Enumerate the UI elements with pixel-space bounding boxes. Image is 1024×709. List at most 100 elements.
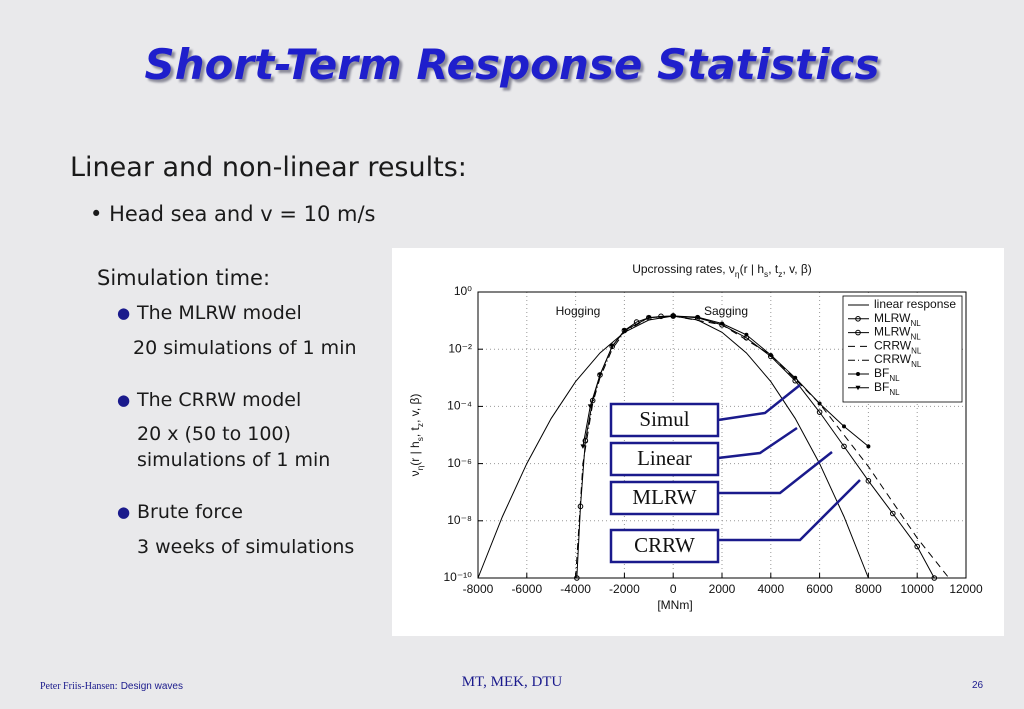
marker xyxy=(670,313,676,319)
text-part: (r | h xyxy=(740,262,764,276)
text-part: η xyxy=(735,269,740,279)
page-number: 26 xyxy=(972,680,984,691)
y-tick-label: 10⁻⁴ xyxy=(447,399,472,413)
item-label: Brute force xyxy=(137,501,243,523)
x-tick-label: 4000 xyxy=(757,582,784,596)
legend-name: MLRW xyxy=(874,311,911,325)
legend-label: BFNL xyxy=(874,380,900,396)
marker xyxy=(720,321,724,326)
sim-heading: Simulation time: xyxy=(97,266,271,290)
footer-author-line: Peter Friis-Hansen: Design waves xyxy=(40,681,183,692)
marker xyxy=(841,443,847,450)
y-tick-label: 10⁻⁸ xyxy=(447,513,472,527)
marker xyxy=(890,510,896,517)
marker xyxy=(866,444,871,449)
y-tick-label: 10⁻¹⁰ xyxy=(444,570,473,584)
text-part: s xyxy=(764,269,768,279)
footer-author: Peter Friis-Hansen: xyxy=(40,681,118,692)
text-part: s xyxy=(415,437,425,441)
item-label: The MLRW model xyxy=(137,302,302,324)
text-part: (r | h xyxy=(408,441,422,465)
legend-label: CRRWNL xyxy=(874,352,922,368)
item-bullet: ● xyxy=(117,304,131,322)
marker xyxy=(587,404,593,409)
marker xyxy=(931,575,938,581)
legend-label: MLRWNL xyxy=(874,325,921,341)
legend-label: CRRWNL xyxy=(874,339,922,355)
marker xyxy=(793,375,798,380)
callout-box xyxy=(609,402,720,438)
x-tick-label: -4000 xyxy=(560,582,591,596)
callout-label: MLRW xyxy=(632,485,696,509)
text-part: , v, β) xyxy=(782,262,811,276)
bullet-dot: • xyxy=(90,202,110,226)
marker xyxy=(914,543,921,550)
bullet-text: Head sea and v = 10 m/s xyxy=(109,202,376,226)
bullet-line: • Head sea and v = 10 m/s xyxy=(90,202,375,226)
callout-label: Linear xyxy=(637,446,692,470)
marker xyxy=(856,372,860,376)
footer-topic: Design waves xyxy=(120,681,183,692)
legend-name: MLRW xyxy=(874,325,911,339)
slide-title: Short-Term Response Statistics xyxy=(144,40,880,89)
y-tick-label: 10⁻⁶ xyxy=(447,456,472,470)
x-tick-label: 10000 xyxy=(901,582,935,596)
legend-sub: NL xyxy=(911,360,922,369)
marker xyxy=(817,401,822,406)
annotation: Hogging xyxy=(556,304,601,318)
heading: Linear and non-linear results: xyxy=(70,152,467,183)
text-part: z xyxy=(778,269,782,279)
legend-sub: NL xyxy=(889,387,900,396)
y-tick-label: 10⁰ xyxy=(454,284,472,298)
callout-label: Simul xyxy=(639,407,689,431)
legend-sub: NL xyxy=(889,374,900,383)
item-bullet: ● xyxy=(117,503,131,521)
x-tick-label: 2000 xyxy=(709,582,736,596)
marker xyxy=(609,344,615,349)
legend-name: BF xyxy=(874,366,889,380)
item-label: The CRRW model xyxy=(137,389,302,411)
item-bullet: ● xyxy=(117,391,131,409)
legend-name: CRRW xyxy=(874,339,912,353)
legend-box xyxy=(842,295,963,403)
legend-label: MLRWNL xyxy=(874,311,921,327)
callout-box xyxy=(609,528,720,564)
x-tick-label: -2000 xyxy=(609,582,640,596)
marker xyxy=(744,332,749,337)
marker xyxy=(816,409,823,415)
marker xyxy=(582,437,589,444)
item-detail: 20 x (50 to 100) xyxy=(137,423,291,445)
marker xyxy=(580,444,586,449)
callout-line xyxy=(717,426,798,460)
marker xyxy=(842,424,846,429)
callout-box xyxy=(609,441,720,477)
x-tick-label: 8000 xyxy=(855,582,882,596)
legend-name: CRRW xyxy=(874,352,912,366)
marker xyxy=(855,385,861,391)
legend-label: linear response xyxy=(874,297,956,311)
text-part: Upcrossing rates, ν xyxy=(632,262,735,276)
chart-panel: -8000 -6000 -4000 -2000 0 2000 4000 6000 8000 100… xyxy=(392,248,1004,636)
text-part: η xyxy=(415,465,425,470)
marker xyxy=(597,372,603,378)
text-part: z xyxy=(415,423,425,427)
item-detail: simulations of 1 min xyxy=(137,449,331,471)
x-tick-label: 6000 xyxy=(806,582,833,596)
x-tick-label: -6000 xyxy=(511,582,542,596)
callout-line xyxy=(717,384,801,422)
annotation: Sagging xyxy=(704,304,748,318)
x-tick-label: -8000 xyxy=(463,582,494,596)
item-detail: 20 simulations of 1 min xyxy=(133,337,357,359)
legend-sub: NL xyxy=(911,346,922,355)
marker xyxy=(574,575,580,581)
series-line xyxy=(673,315,935,579)
legend-sub: NL xyxy=(910,332,921,341)
marker xyxy=(865,478,872,484)
y-tick-label: 10⁻² xyxy=(448,341,472,355)
text-part: ν xyxy=(408,470,422,476)
item-detail: 3 weeks of simulations xyxy=(137,536,355,558)
legend-name: BF xyxy=(874,380,889,394)
text-part: , t xyxy=(768,262,779,276)
x-tick-label: 0 xyxy=(670,582,677,596)
